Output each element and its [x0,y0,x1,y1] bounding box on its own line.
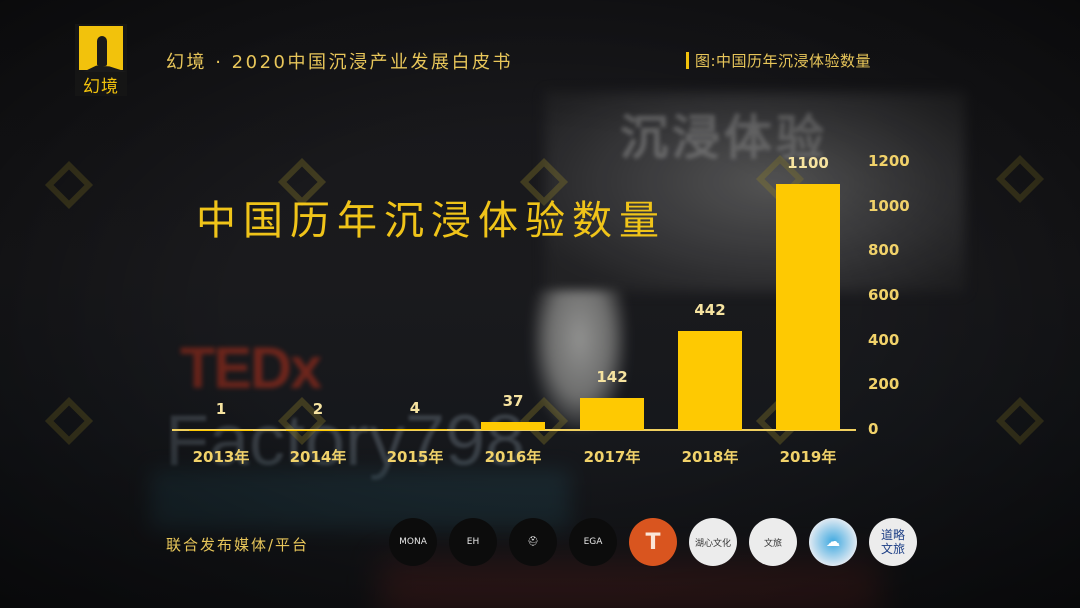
x-axis-label: 2019年 [779,448,837,466]
partner-logo-text: 湖心文化 [694,538,731,549]
partner-logo: EGA [569,518,617,566]
bar [776,184,840,430]
partners-label: 联合发布媒体/平台 [166,536,310,554]
logo-yellow-block [79,26,127,72]
partner-logo: 道略文旅 [869,518,917,566]
logo: 幻境 [75,24,127,97]
partner-logo-text: ⛑ [527,537,539,547]
mountain-icon [83,65,127,72]
partner-logo-text: EH [466,537,480,547]
y-axis-tick: 1200 [868,152,910,170]
y-axis-tick: 800 [868,241,900,260]
y-axis-tick: 200 [868,375,900,394]
partner-logo: EH [449,518,497,566]
bar-value-label: 442 [694,301,726,320]
logo-text: 幻境 [83,77,119,97]
figure-caption: 图:中国历年沉浸体验数量 [686,50,871,71]
bar-value-label: 1 [215,399,227,418]
bar-value-label: 2 [312,399,324,418]
bar-value-label: 4 [409,399,421,418]
bar-value-label: 142 [596,368,628,387]
bar [383,429,447,430]
x-axis-line [172,429,856,431]
bar-value-label: 1100 [787,154,829,173]
caption-bar-icon [686,52,689,69]
y-axis-tick: 400 [868,330,900,349]
x-axis-label: 2018年 [681,448,739,466]
x-axis-label: 2013年 [192,448,250,466]
x-axis-label: 2016年 [484,448,542,466]
x-axis-label: 2014年 [289,448,347,466]
partner-logo-text: 道略文旅 [880,528,905,556]
partner-logo: 文旅 [749,518,797,566]
y-axis-tick: 600 [868,286,900,304]
y-axis-tick: 0 [868,420,879,438]
x-axis-label: 2015年 [386,448,444,466]
y-axis-tick: 1000 [868,196,910,215]
figure-caption-text: 图:中国历年沉浸体验数量 [695,52,872,70]
partner-logo-text: MONA [399,537,427,547]
bar [580,398,644,430]
partner-logo-text: EGA [583,537,603,547]
partner-logo-text: T [645,529,661,555]
partner-logo-text: 文旅 [763,538,782,549]
chart-title: 中国历年沉浸体验数量 [196,198,666,244]
partner-logo: 湖心文化 [689,518,737,566]
bar [678,331,742,430]
partner-logo: MONA [389,518,437,566]
x-axis-label: 2017年 [583,448,641,466]
partner-logo: ⛑ [509,518,557,566]
partner-logo-text: ☁ [826,534,840,550]
partner-logo: ☁ [809,518,857,566]
hiker-icon [97,36,107,66]
partner-logo: T [629,518,677,566]
report-title: 幻境 · 2020中国沉浸产业发展白皮书 [166,52,513,73]
bar [481,421,545,430]
bar-value-label: 37 [502,391,524,410]
